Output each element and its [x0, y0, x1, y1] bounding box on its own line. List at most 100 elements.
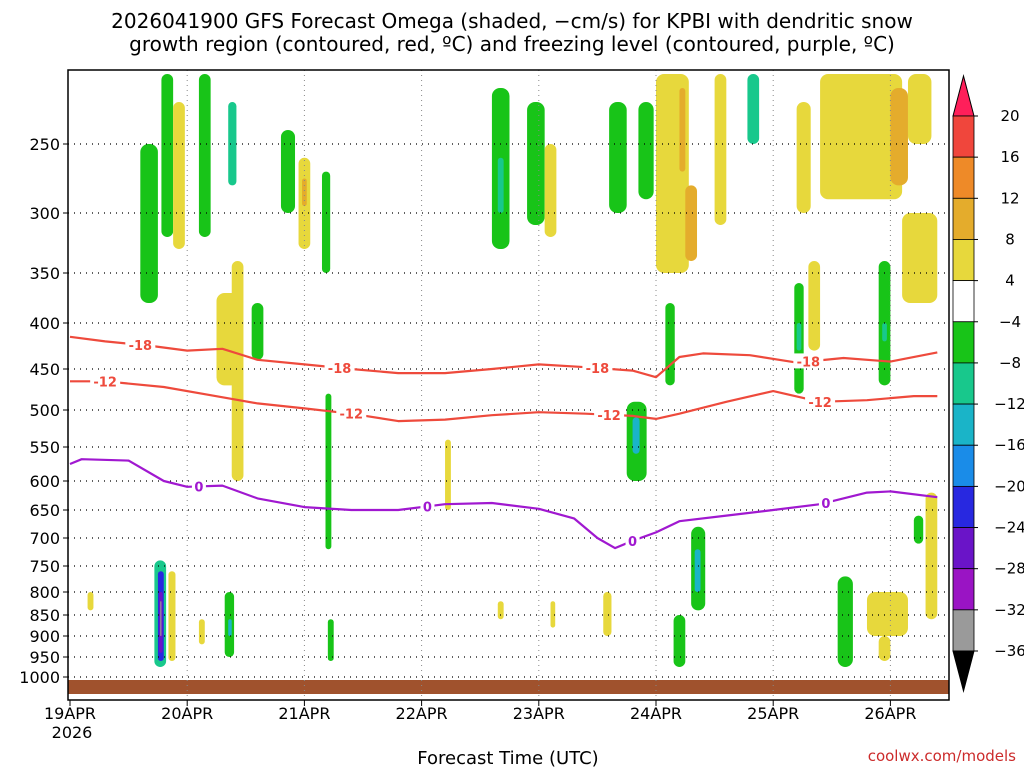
y-tick-label-250: 250: [29, 135, 60, 154]
colorbar-label-0: 20: [1000, 107, 1019, 125]
contour-label--18C-2: -18: [586, 362, 610, 377]
omega-cell-52: [837, 576, 853, 667]
omega-cell-2: [173, 102, 185, 249]
colorbar-swatch-5: [952, 321, 975, 364]
omega-cell-56: [925, 492, 938, 620]
title-line-1: 2026041900 GFS Forecast Omega (shaded, −…: [111, 9, 913, 33]
omega-cell-12: [497, 157, 504, 213]
contour-label-bg-0C-1: [420, 498, 435, 514]
y-tick-label-800: 800: [29, 583, 60, 602]
contour-label-bg--18C-0: [125, 336, 156, 352]
y-tick-label-350: 350: [29, 264, 60, 283]
colorbar-swatch-10: [952, 527, 975, 570]
colorbar-swatch-0: [952, 115, 975, 158]
surface-ground-strip: [68, 680, 949, 694]
x-tick-label-20APR: 20APR: [161, 704, 213, 723]
y-tick-label-550: 550: [29, 438, 60, 457]
colorbar: 20 16 12 8 4 −4 −8 −12 −16 −20 −24 −28 −32 −36: [952, 74, 1024, 693]
y-tick-label-300: 300: [29, 204, 60, 223]
contour-label--12C-2: -12: [597, 409, 621, 424]
x-tick-label-23APR: 23APR: [513, 704, 565, 723]
omega-cell-47: [550, 601, 556, 628]
colorbar-label-10: −24: [994, 519, 1024, 537]
x-tick-label-25APR: 25APR: [747, 704, 799, 723]
start-year-label: 2026: [52, 723, 93, 742]
colorbar-top-arrow: [952, 74, 975, 117]
omega-cell-13: [527, 102, 545, 225]
contour-label-bg--12C-3: [805, 393, 836, 409]
omega-cell-41: [168, 571, 176, 661]
x-tick-label-24APR: 24APR: [630, 704, 682, 723]
contour-label--18C-1: -18: [328, 362, 352, 377]
contour-label-0C-0: 0: [194, 480, 203, 495]
watermark: coolwx.com/models: [868, 747, 1016, 765]
colorbar-swatch-8: [952, 444, 975, 487]
omega-cell-29: [796, 323, 802, 351]
contour--12C: [70, 380, 938, 423]
y-tick-label-450: 450: [29, 360, 60, 379]
omega-cell-23: [820, 74, 903, 200]
contour-label--12C-0: -12: [93, 375, 117, 390]
contour-label-bg--12C-2: [594, 406, 625, 422]
omega-cell-24: [890, 88, 908, 186]
contour-label-bg-0C-0: [191, 478, 206, 494]
contour-label-bg--12C-0: [90, 373, 121, 389]
colorbar-swatch-11: [952, 568, 975, 611]
omega-cell-40: [160, 601, 162, 636]
omega-cell-15: [609, 102, 627, 213]
colorbar-bottom-arrow: [952, 650, 975, 693]
omega-cell-3: [198, 74, 211, 237]
x-tick-label-26APR: 26APR: [864, 704, 916, 723]
x-axis-title: Forecast Time (UTC): [417, 748, 598, 768]
contour-label--18C-3: -18: [797, 355, 821, 370]
contour-label-0C-1: 0: [423, 500, 432, 515]
colorbar-swatch-3: [952, 239, 975, 282]
contour-label--18C-0: -18: [129, 339, 153, 354]
omega-cell-4: [228, 102, 237, 186]
omega-cell-19: [685, 185, 698, 261]
x-tick-label-21APR: 21APR: [278, 704, 330, 723]
contour-label--12C-1: -12: [340, 408, 364, 423]
y-tick-label-750: 750: [29, 557, 60, 576]
contour-label-bg--18C-3: [793, 353, 824, 369]
contour-label-bg-0C-2: [625, 532, 640, 548]
y-tick-label-850: 850: [29, 606, 60, 625]
colorbar-label-12: −32: [994, 601, 1024, 619]
omega-cell-27: [665, 303, 675, 386]
colorbar-swatch-2: [952, 197, 975, 240]
omega-cell-57: [445, 439, 451, 510]
contour-label-bg-0C-3: [818, 494, 833, 510]
omega-cell-30: [808, 261, 821, 351]
omega-cell-46: [497, 601, 504, 620]
omega-cell-7: [280, 130, 296, 213]
omega-cell-20: [714, 74, 727, 225]
contour-label-bg--18C-1: [324, 359, 355, 375]
x-tick-label-19APR: 19APR: [44, 704, 96, 723]
y-tick-label-400: 400: [29, 314, 60, 333]
colorbar-label-3: 8: [1005, 230, 1015, 248]
omega-cell-32: [882, 323, 887, 342]
omega-cell-43: [228, 619, 232, 636]
colorbar-swatch-6: [952, 362, 975, 405]
colorbar-label-13: −36: [994, 642, 1024, 660]
contour-label-bg--18C-2: [582, 360, 613, 376]
omega-cell-22: [796, 102, 811, 213]
title-line-2: growth region (contoured, red, ºC) and f…: [129, 32, 895, 56]
colorbar-swatch-7: [952, 403, 975, 446]
temperature-contours: -18 -18 -18 -18 -12 -12 -12 -12 0 0 0 0: [69, 335, 938, 550]
colorbar-swatch-12: [952, 609, 975, 652]
y-tick-label-950: 950: [29, 648, 60, 667]
contour-label-bg--12C-1: [336, 405, 367, 421]
time-axis: 19APR 20APR 21APR 22APR 23APR 24APR 25APR 26APR: [44, 700, 916, 723]
omega-cell-9: [302, 178, 307, 207]
plot-frame: [67, 69, 950, 701]
y-tick-label-500: 500: [29, 401, 60, 420]
colorbar-label-11: −28: [994, 560, 1024, 578]
omega-cell-55: [913, 515, 924, 544]
omega-cell-21: [747, 74, 760, 144]
colorbar-label-4: 4: [1005, 272, 1015, 290]
omega-cell-10: [321, 171, 331, 273]
colorbar-label-6: −8: [999, 354, 1021, 372]
y-tick-label-900: 900: [29, 627, 60, 646]
